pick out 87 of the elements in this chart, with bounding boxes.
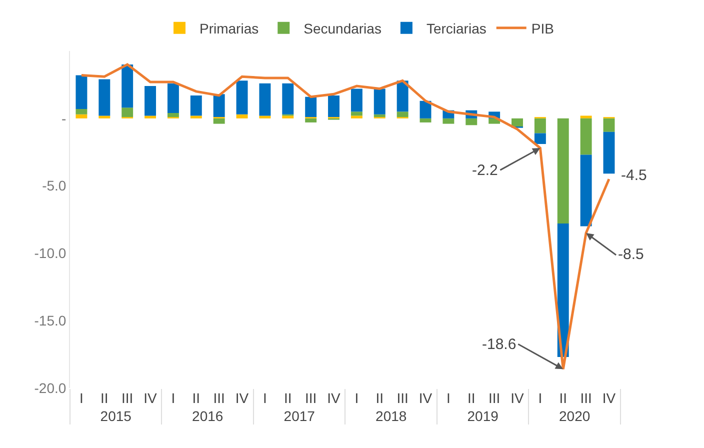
bar — [305, 118, 317, 122]
bar — [167, 83, 179, 114]
x-tick-label: IV — [235, 390, 250, 406]
x-tick-label: I — [171, 390, 176, 406]
bar — [557, 118, 569, 224]
data-label: -18.6 — [482, 336, 516, 353]
bar — [420, 118, 432, 122]
bar — [98, 79, 110, 116]
data-label: -8.5 — [618, 246, 644, 263]
bar — [98, 116, 110, 118]
legend-label: Primarias — [200, 20, 259, 36]
legend-label: Terciarias — [426, 20, 486, 36]
y-tick-label: -15.0 — [34, 312, 66, 328]
legend-label: PIB — [531, 20, 554, 36]
bar — [350, 112, 362, 116]
bar — [144, 116, 156, 118]
bar — [350, 116, 362, 118]
bar — [190, 95, 202, 116]
x-tick-label: II — [467, 390, 476, 406]
bar — [259, 116, 271, 118]
bar — [534, 133, 546, 144]
bar — [580, 116, 592, 118]
x-tick-label: III — [488, 390, 500, 406]
bar — [213, 118, 225, 124]
bar — [76, 75, 88, 109]
x-tick-label: III — [213, 390, 225, 406]
bar — [442, 118, 454, 124]
bar — [466, 118, 478, 126]
bar — [122, 108, 134, 118]
x-tick-label: I — [80, 390, 84, 406]
bar — [396, 80, 408, 112]
bar — [144, 86, 156, 116]
bar — [374, 114, 386, 118]
bar — [167, 113, 179, 118]
bar — [580, 118, 592, 155]
x-tick-label: II — [376, 390, 384, 406]
text: 2016 — [192, 408, 224, 424]
y-tick-label: - — [62, 110, 67, 126]
bar — [603, 132, 615, 174]
bar — [190, 116, 202, 118]
bar — [350, 88, 362, 112]
bar — [122, 64, 134, 108]
data-label: -2.2 — [472, 162, 498, 179]
bar — [236, 114, 248, 118]
text: 2019 — [467, 408, 499, 424]
x-tick-label: IV — [418, 390, 433, 406]
x-tick-label: I — [538, 390, 542, 406]
y-tick-label: -20.0 — [34, 380, 66, 396]
text: 2015 — [100, 408, 132, 424]
x-tick-label: II — [192, 390, 200, 406]
bar — [76, 114, 88, 118]
y-tick-label: -10.0 — [34, 245, 66, 262]
bar — [76, 108, 88, 114]
x-tick-label: I — [354, 390, 359, 406]
x-tick-label: II — [100, 390, 108, 406]
bar — [282, 83, 294, 114]
x-tick-label: I — [263, 390, 267, 406]
line-series — [80, 63, 610, 370]
bar — [512, 118, 523, 126]
x-tick-label: IV — [327, 390, 342, 406]
x-tick-label: IV — [602, 390, 616, 406]
bar — [236, 80, 248, 114]
bar — [534, 118, 546, 134]
bar — [603, 118, 615, 132]
text: 2017 — [284, 408, 316, 424]
x-tick-label: I — [446, 390, 450, 406]
bar — [259, 83, 271, 116]
x-tick-label: II — [284, 390, 292, 406]
legend-label: Secundarias — [304, 20, 382, 36]
x-tick-label: III — [580, 390, 592, 406]
bar — [396, 112, 408, 118]
bar — [305, 96, 317, 118]
x-tick-label: III — [304, 390, 317, 406]
x-tick-label: IV — [510, 390, 525, 406]
x-tick-label: II — [559, 390, 568, 406]
bar — [374, 88, 386, 114]
x-tick-label: IV — [144, 390, 158, 406]
bar — [328, 95, 340, 118]
text: 2018 — [376, 408, 407, 424]
x-tick-label: III — [396, 390, 408, 406]
text: 2020 — [559, 408, 590, 424]
bar — [282, 116, 294, 118]
bar — [213, 94, 225, 118]
y-tick-label: -5.0 — [42, 178, 66, 194]
x-tick-label: III — [122, 390, 134, 406]
bar — [580, 154, 592, 226]
data-label: -4.5 — [621, 167, 647, 184]
